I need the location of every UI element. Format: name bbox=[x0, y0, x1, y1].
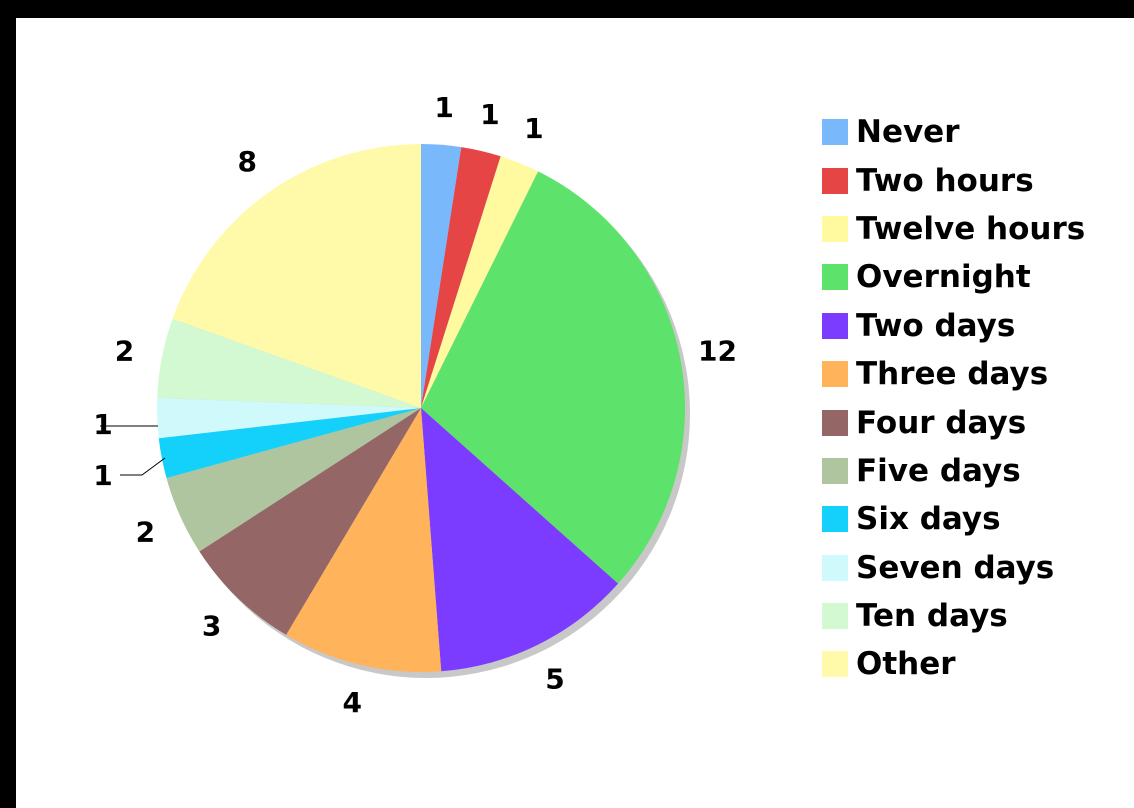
legend-item-six-days: Six days bbox=[822, 495, 1085, 543]
legend-swatch bbox=[822, 554, 848, 581]
slice-two-days bbox=[421, 408, 619, 672]
slice-label-twelve-hours: 1 bbox=[524, 112, 543, 145]
legend-item-ten-days: Ten days bbox=[822, 592, 1085, 640]
legend-item-overnight: Overnight bbox=[822, 253, 1085, 301]
slice-label-four-days: 3 bbox=[202, 610, 221, 643]
slice-other bbox=[172, 143, 421, 408]
legend-item-seven-days: Seven days bbox=[822, 544, 1085, 592]
legend-item-two-days: Two days bbox=[822, 302, 1085, 350]
slice-label-six-days: 1 bbox=[93, 459, 112, 492]
legend-item-never: Never bbox=[822, 108, 1085, 156]
legend-item-three-days: Three days bbox=[822, 350, 1085, 398]
legend-label: Never bbox=[856, 114, 960, 151]
legend-swatch bbox=[822, 506, 848, 533]
legend-item-two-hours: Two hours bbox=[822, 156, 1085, 204]
legend-item-five-days: Five days bbox=[822, 447, 1085, 495]
leader-line-six-days bbox=[120, 457, 166, 476]
slice-ten-days bbox=[157, 318, 421, 408]
slice-six-days bbox=[158, 408, 421, 478]
legend-label: Five days bbox=[856, 452, 1021, 489]
legend-swatch bbox=[822, 119, 848, 146]
slice-overnight bbox=[421, 171, 686, 584]
chart-legend: Never Two hours Twelve hours Overnight Two d… bbox=[822, 108, 1085, 689]
legend-swatch bbox=[822, 603, 848, 630]
slice-four-days bbox=[199, 408, 421, 635]
legend-label: Twelve hours bbox=[856, 210, 1086, 247]
slice-label-two-days: 5 bbox=[545, 663, 564, 696]
slice-label-three-days: 4 bbox=[342, 686, 361, 719]
slice-five-days bbox=[166, 408, 421, 552]
slice-two-hours bbox=[421, 147, 501, 408]
legend-swatch bbox=[822, 215, 848, 242]
legend-swatch bbox=[822, 409, 848, 436]
legend-swatch bbox=[822, 361, 848, 388]
slice-label-seven-days: 1 bbox=[93, 408, 112, 441]
legend-swatch bbox=[822, 264, 848, 291]
slice-seven-days bbox=[157, 397, 421, 439]
slice-label-five-days: 2 bbox=[136, 516, 155, 549]
legend-label: Two days bbox=[856, 307, 1016, 344]
pie-slices bbox=[157, 143, 686, 672]
legend-label: Seven days bbox=[856, 549, 1055, 586]
legend-item-other: Other bbox=[822, 640, 1085, 688]
legend-swatch bbox=[822, 167, 848, 194]
slice-three-days bbox=[286, 408, 442, 672]
slice-twelve-hours bbox=[421, 156, 539, 408]
slice-label-ten-days: 2 bbox=[115, 335, 134, 368]
slice-label-overnight: 12 bbox=[698, 335, 737, 368]
legend-item-four-days: Four days bbox=[822, 398, 1085, 446]
slice-label-other: 8 bbox=[238, 145, 257, 178]
legend-swatch bbox=[822, 651, 848, 678]
legend-label: Six days bbox=[856, 501, 1001, 538]
slice-never bbox=[421, 144, 462, 408]
leader-lines bbox=[100, 425, 166, 476]
slice-label-two-hours: 1 bbox=[480, 98, 499, 131]
legend-swatch bbox=[822, 312, 848, 339]
legend-item-twelve-hours: Twelve hours bbox=[822, 205, 1085, 253]
legend-label: Ten days bbox=[856, 598, 1008, 635]
legend-label: Other bbox=[856, 646, 956, 683]
legend-label: Four days bbox=[856, 404, 1027, 441]
legend-label: Two hours bbox=[856, 162, 1034, 199]
legend-label: Three days bbox=[856, 356, 1049, 393]
slice-label-never: 1 bbox=[434, 91, 453, 124]
legend-swatch bbox=[822, 457, 848, 484]
legend-label: Overnight bbox=[856, 259, 1031, 296]
